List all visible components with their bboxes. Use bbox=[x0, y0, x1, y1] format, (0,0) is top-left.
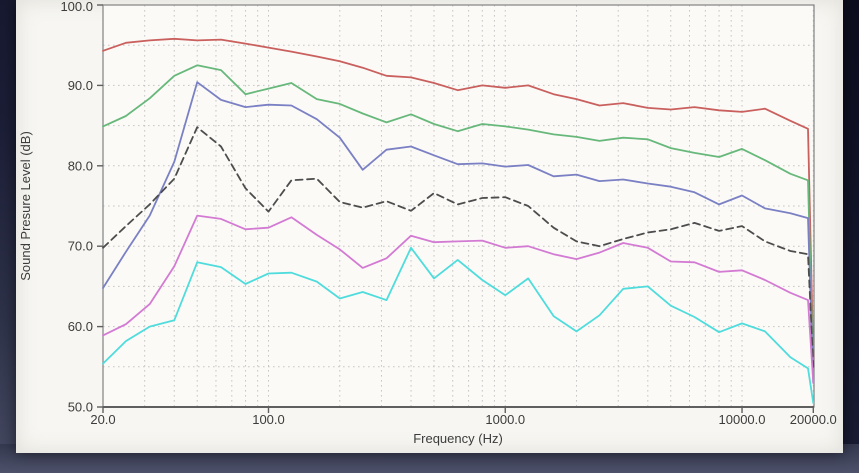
y-axis-title: Sound Presure Level (dB) bbox=[18, 131, 33, 281]
y-tick-label: 70.0 bbox=[68, 239, 93, 254]
gray-dashed-curve bbox=[102, 126, 815, 368]
x-axis-title: Frequency (Hz) bbox=[413, 431, 503, 446]
red-curve bbox=[102, 37, 815, 360]
blue-curve bbox=[102, 81, 815, 384]
y-tick-label: 60.0 bbox=[68, 319, 93, 334]
y-tick-label: 100.0 bbox=[60, 0, 93, 14]
data-curves bbox=[102, 37, 815, 404]
green-curve bbox=[102, 64, 815, 376]
x-tick-label: 20.0 bbox=[90, 412, 115, 427]
axis-tick-labels: 50.0 60.0 70.0 80.0 90.0 100.0 20.0 100.0 1000.0… bbox=[60, 0, 836, 427]
x-tick-label: 100.0 bbox=[252, 412, 285, 427]
x-tick-label: 10000.0 bbox=[719, 412, 766, 427]
y-tick-label: 50.0 bbox=[68, 400, 93, 415]
axis-ticks bbox=[97, 4, 814, 413]
magenta-curve bbox=[102, 214, 815, 384]
gridlines bbox=[103, 5, 814, 407]
cyan-curve bbox=[102, 246, 815, 404]
y-tick-label: 80.0 bbox=[68, 158, 93, 173]
y-tick-label: 90.0 bbox=[68, 78, 93, 93]
x-tick-label: 20000.0 bbox=[790, 412, 837, 427]
x-tick-label: 1000.0 bbox=[485, 412, 525, 427]
